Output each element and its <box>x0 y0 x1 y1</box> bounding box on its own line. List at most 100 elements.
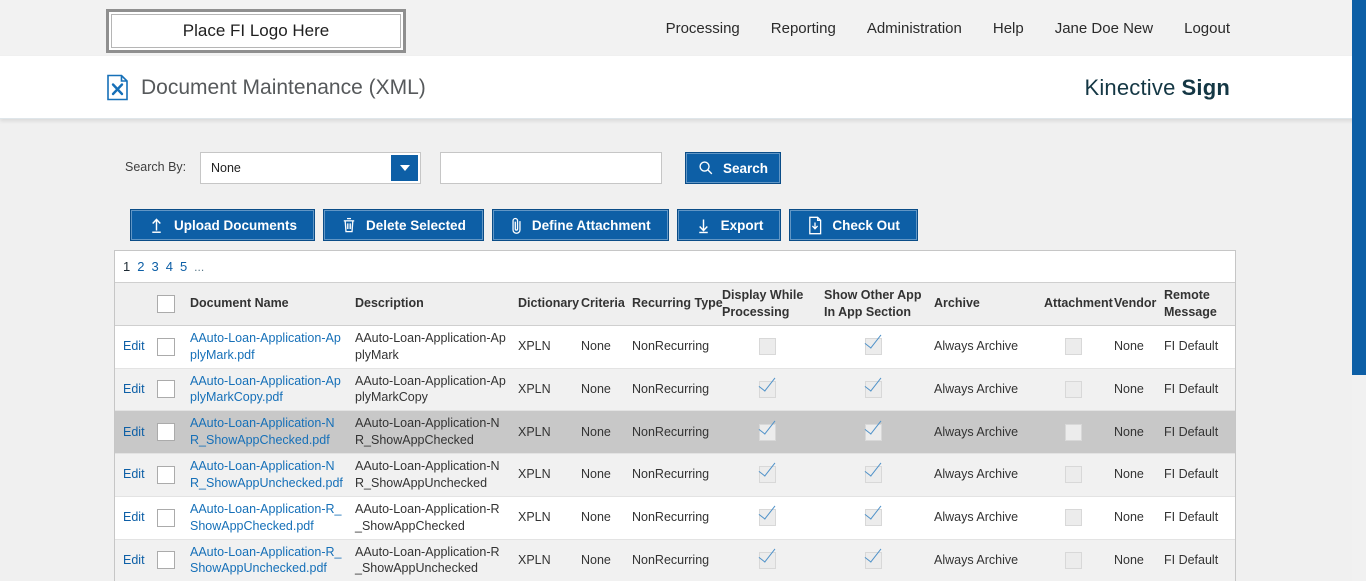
define-attachment-button[interactable]: Define Attachment <box>491 209 669 241</box>
row-checkbox[interactable] <box>157 337 175 356</box>
export-button[interactable]: Export <box>676 209 782 241</box>
criteria-cell: None <box>581 339 611 354</box>
col-header-select <box>151 283 184 326</box>
check-out-icon <box>807 216 823 235</box>
document-name-cell: AAuto-Loan-Application-R_ShowAppUnchecke… <box>184 539 349 581</box>
attachment-checkbox <box>1064 338 1082 356</box>
row-checkbox[interactable] <box>157 380 175 399</box>
row-checkbox[interactable] <box>157 551 175 570</box>
edit-link[interactable]: Edit <box>123 552 145 567</box>
dictionary-cell: XPLN <box>518 339 551 354</box>
row-checkbox[interactable] <box>157 423 175 442</box>
edit-link[interactable]: Edit <box>123 381 145 396</box>
paperclip-icon <box>510 216 523 235</box>
nav-item-reporting[interactable]: Reporting <box>770 19 836 37</box>
vertical-scrollbar <box>1352 0 1366 581</box>
document-name-link[interactable]: AAuto-Loan-Application-NR_ShowAppChecked… <box>190 416 335 448</box>
title-bar: Document Maintenance (XML) Kinective Sig… <box>0 56 1366 119</box>
edit-link[interactable]: Edit <box>123 510 145 525</box>
archive-cell: Always Archive <box>934 424 1019 439</box>
attachment-checkbox <box>1064 423 1082 441</box>
dictionary-cell: XPLN <box>518 510 551 525</box>
row-checkbox[interactable] <box>157 465 175 484</box>
attachment-cell <box>1038 411 1108 454</box>
edit-link[interactable]: Edit <box>123 339 145 354</box>
remote-message-cell: FI Default <box>1164 510 1219 525</box>
col-header-display-while-processing: Display While Processing <box>716 283 818 326</box>
delete-selected-button[interactable]: Delete Selected <box>323 209 484 241</box>
table-row: Edit AAuto-Loan-Application-R_ShowAppChe… <box>115 496 1235 539</box>
document-name-link[interactable]: AAuto-Loan-Application-R_ShowAppUnchecke… <box>190 544 342 576</box>
pagination: 1 2 3 4 5... <box>115 251 1235 283</box>
nav-item-processing[interactable]: Processing <box>665 19 740 37</box>
vendor-cell: None <box>1114 467 1144 482</box>
col-header-attachment: Attachment <box>1038 283 1113 326</box>
search-by-dropdown[interactable]: None <box>200 152 421 184</box>
col-header-show-other-app: Show Other App In App Section <box>818 283 928 326</box>
page-link-1[interactable]: 1 <box>123 259 131 274</box>
attachment-cell <box>1038 539 1108 581</box>
edit-cell: Edit <box>115 496 151 539</box>
document-name-cell: AAuto-Loan-Application-R_ShowAppChecked.… <box>184 496 349 539</box>
page-link-3[interactable]: 3 <box>151 259 159 274</box>
criteria-cell: None <box>581 552 611 567</box>
dropdown-arrow-icon[interactable] <box>391 155 418 181</box>
check-out-button[interactable]: Check Out <box>789 209 918 241</box>
upload-documents-button[interactable]: Upload Documents <box>130 209 316 241</box>
show-other-app-checkbox <box>864 509 882 527</box>
page-link-5[interactable]: 5 <box>179 259 188 274</box>
select-cell <box>151 454 184 497</box>
nav-item-jane-doe-new[interactable]: Jane Doe New <box>1054 19 1154 37</box>
brand-logo: Kinective Sign <box>1084 56 1230 119</box>
page-link-2[interactable]: 2 <box>137 259 145 274</box>
row-checkbox[interactable] <box>157 508 175 527</box>
display-while-processing-cell <box>716 368 818 411</box>
nav-item-administration[interactable]: Administration <box>866 19 962 37</box>
export-label: Export <box>720 217 764 233</box>
edit-link[interactable]: Edit <box>123 467 145 482</box>
select-cell <box>151 325 184 368</box>
archive-cell: Always Archive <box>934 339 1019 354</box>
criteria-cell: None <box>581 381 611 396</box>
show-other-app-cell <box>818 411 928 454</box>
edit-cell: Edit <box>115 454 151 497</box>
edit-cell: Edit <box>115 325 151 368</box>
display-while-processing-cell <box>716 496 818 539</box>
dictionary-cell: XPLN <box>518 381 551 396</box>
page-link-4[interactable]: 4 <box>165 259 173 274</box>
document-name-link[interactable]: AAuto-Loan-Application-R_ShowAppChecked.… <box>190 501 342 533</box>
recurring-type-cell: NonRecurring <box>632 339 710 354</box>
recurring-type-cell: NonRecurring <box>632 552 710 567</box>
criteria-cell: None <box>581 510 611 525</box>
display-while-processing-checkbox <box>758 423 776 441</box>
check-out-label: Check Out <box>832 217 900 233</box>
scrollbar-thumb[interactable] <box>1352 0 1366 375</box>
select-all-checkbox[interactable] <box>157 294 175 313</box>
criteria-cell: None <box>581 467 611 482</box>
dictionary-cell: XPLN <box>518 424 551 439</box>
pagination-ellipsis[interactable]: ... <box>194 259 205 274</box>
show-other-app-cell <box>818 496 928 539</box>
attachment-cell <box>1038 325 1108 368</box>
archive-cell: Always Archive <box>934 467 1019 482</box>
search-input[interactable] <box>440 152 662 184</box>
search-by-label: Search By: <box>125 160 187 174</box>
search-button[interactable]: Search <box>685 152 781 184</box>
search-row: Search By: None Search <box>0 152 1366 184</box>
display-while-processing-checkbox <box>758 338 776 356</box>
select-cell <box>151 496 184 539</box>
description-cell: AAuto-Loan-Application-NR_ShowAppUncheck… <box>355 459 500 490</box>
vendor-cell: None <box>1114 510 1144 525</box>
document-name-link[interactable]: AAuto-Loan-Application-NR_ShowAppUncheck… <box>190 459 343 490</box>
document-name-link[interactable]: AAuto-Loan-Application-ApplyMark.pdf <box>190 330 341 362</box>
recurring-type-cell: NonRecurring <box>632 467 710 482</box>
col-header-recurring-type: Recurring Type <box>626 283 723 326</box>
edit-link[interactable]: Edit <box>123 424 145 439</box>
col-header-description: Description <box>349 283 512 326</box>
nav-item-help[interactable]: Help <box>992 19 1024 37</box>
archive-cell: Always Archive <box>934 510 1019 525</box>
document-name-link[interactable]: AAuto-Loan-Application-ApplyMarkCopy.pdf <box>190 373 341 405</box>
fi-logo-placeholder: Place FI Logo Here <box>106 9 406 53</box>
brand-name: Kinective <box>1084 74 1176 100</box>
nav-item-logout[interactable]: Logout <box>1184 19 1230 37</box>
